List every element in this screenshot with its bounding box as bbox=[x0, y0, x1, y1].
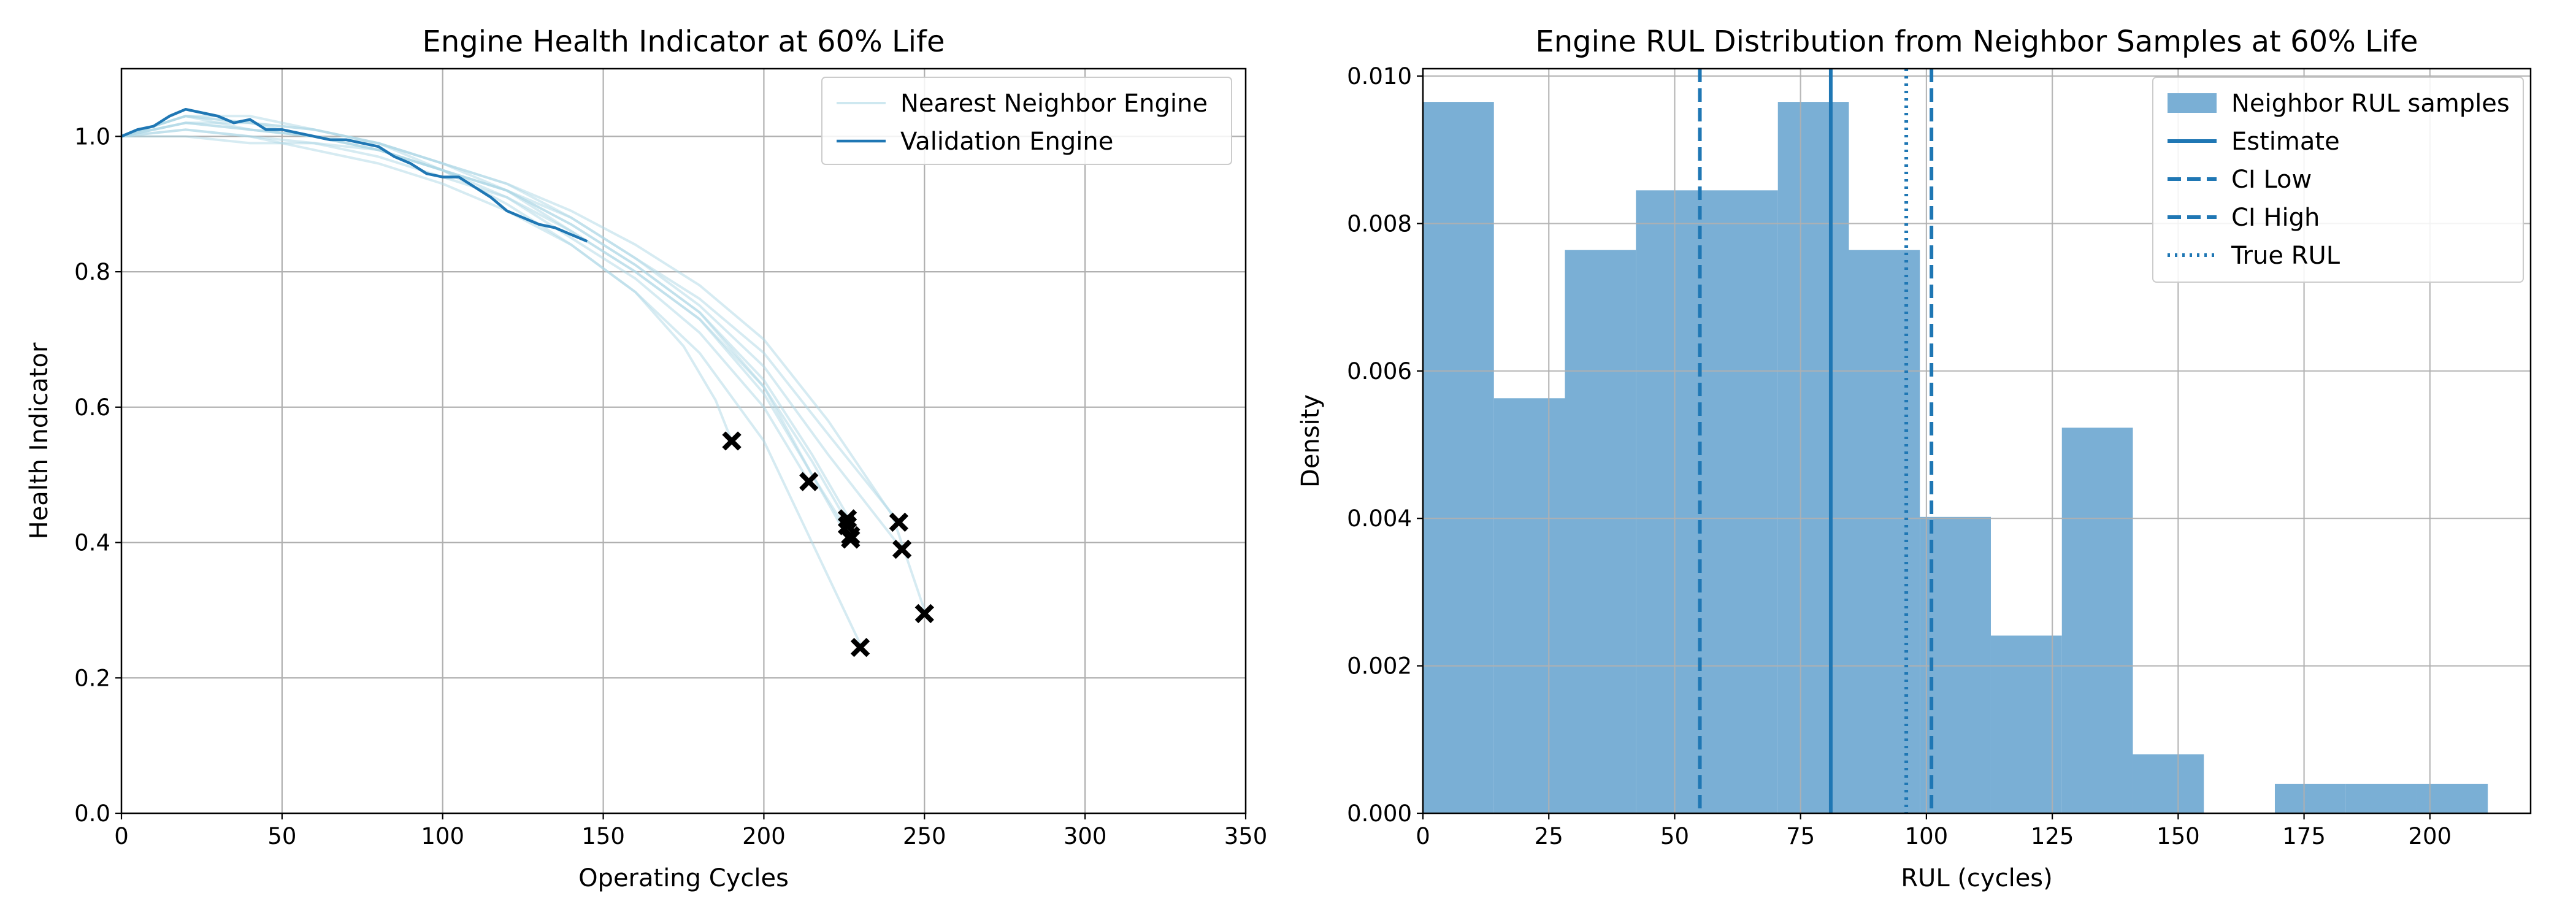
end-marker bbox=[914, 604, 934, 624]
y-tick-label: 0.0 bbox=[74, 800, 110, 827]
histogram-bar bbox=[2417, 783, 2488, 813]
y-tick-label: 0.004 bbox=[1347, 505, 1412, 532]
end-marker bbox=[799, 472, 819, 491]
x-tick-label: 0 bbox=[1416, 823, 1430, 849]
legend-label-ci-high: CI High bbox=[2231, 204, 2320, 232]
legend-box bbox=[2152, 77, 2524, 283]
x-tick-label: 200 bbox=[2409, 823, 2452, 849]
end-marker bbox=[892, 539, 912, 559]
health-indicator-chart: 0 50 100 150 200 250 300 350 0.0 0.2 0.4 0.6 0.8 1.0 E… bbox=[25, 25, 1267, 892]
neighbor-engine-line bbox=[121, 115, 926, 611]
neighbor-engine-line bbox=[121, 121, 903, 550]
neighbor-engine-line bbox=[121, 128, 862, 645]
neighbor-engine-line bbox=[121, 135, 852, 537]
y-tick-label: 1.0 bbox=[74, 123, 110, 150]
y-tick-label: 0.2 bbox=[74, 665, 110, 691]
x-tick-label: 150 bbox=[581, 823, 625, 849]
histogram-bar bbox=[2133, 754, 2204, 813]
legend-swatch-samples bbox=[2168, 93, 2217, 113]
histogram-bar bbox=[1849, 250, 1920, 813]
end-marker bbox=[889, 512, 909, 532]
y-tick-label: 0.006 bbox=[1347, 358, 1412, 385]
y-tick-label: 0.002 bbox=[1347, 653, 1412, 680]
x-tick-label: 100 bbox=[1905, 823, 1949, 849]
x-tick-label: 350 bbox=[1224, 823, 1268, 849]
y-tick-label: 0.010 bbox=[1347, 63, 1412, 90]
y-tick-label: 0.000 bbox=[1347, 800, 1412, 827]
legend-label-estimate: Estimate bbox=[2231, 128, 2340, 156]
histogram-bar bbox=[2274, 783, 2346, 813]
legend-label-ci-low: CI Low bbox=[2231, 166, 2312, 194]
histogram-bar bbox=[1565, 250, 1636, 813]
x-axis-label: Operating Cycles bbox=[578, 864, 789, 892]
histogram-bar bbox=[1777, 102, 1849, 813]
histogram-bar bbox=[2061, 427, 2133, 813]
x-tick-label: 125 bbox=[2031, 823, 2074, 849]
x-tick-label: 0 bbox=[114, 823, 129, 849]
end-marker bbox=[850, 637, 870, 657]
end-marker bbox=[841, 529, 861, 549]
x-tick-label: 100 bbox=[421, 823, 464, 849]
plot-frame bbox=[1422, 67, 2532, 815]
histogram-bar bbox=[1636, 190, 1707, 813]
neighbor-engine-line bbox=[121, 115, 900, 523]
validation-engine-line bbox=[121, 107, 588, 243]
end-marker bbox=[722, 431, 742, 451]
histogram-bar bbox=[1493, 398, 1565, 813]
x-tick-label: 50 bbox=[1660, 823, 1689, 849]
y-axis-label: Health Indicator bbox=[25, 342, 53, 539]
plot-frame bbox=[120, 67, 1247, 815]
histogram-bar bbox=[1706, 190, 1778, 813]
y-tick-label: 0.8 bbox=[74, 259, 110, 285]
x-tick-label: 250 bbox=[903, 823, 946, 849]
chart-title: Engine Health Indicator at 60% Life bbox=[423, 25, 945, 59]
y-tick-label: 0.6 bbox=[74, 394, 110, 421]
histogram-bar bbox=[1990, 635, 2062, 813]
y-tick-label: 0.008 bbox=[1347, 210, 1412, 237]
legend-label-true-rul: True RUL bbox=[2231, 242, 2340, 270]
legend-label-validation: Validation Engine bbox=[900, 128, 1113, 156]
rul-distribution-chart: 0 25 50 75 100 125 150 175 200 0.000 0.002 0.004 0.0… bbox=[1297, 25, 2532, 892]
legend-label-neighbor: Nearest Neighbor Engine bbox=[900, 90, 1208, 118]
y-tick-label: 0.4 bbox=[74, 530, 110, 556]
chart-title: Engine RUL Distribution from Neighbor Sa… bbox=[1535, 25, 2418, 59]
x-axis-label: RUL (cycles) bbox=[1901, 864, 2053, 892]
x-tick-label: 200 bbox=[742, 823, 786, 849]
x-tick-label: 150 bbox=[2156, 823, 2200, 849]
x-tick-label: 50 bbox=[267, 823, 296, 849]
x-tick-label: 300 bbox=[1064, 823, 1107, 849]
legend-label-samples: Neighbor RUL samples bbox=[2231, 90, 2510, 118]
histogram-bar bbox=[1423, 102, 1494, 813]
x-tick-label: 75 bbox=[1786, 823, 1815, 849]
x-tick-label: 175 bbox=[2282, 823, 2326, 849]
legend-box bbox=[821, 77, 1232, 165]
x-tick-label: 25 bbox=[1535, 823, 1563, 849]
histogram-bar bbox=[2345, 783, 2417, 813]
y-axis-label: Density bbox=[1297, 394, 1325, 488]
